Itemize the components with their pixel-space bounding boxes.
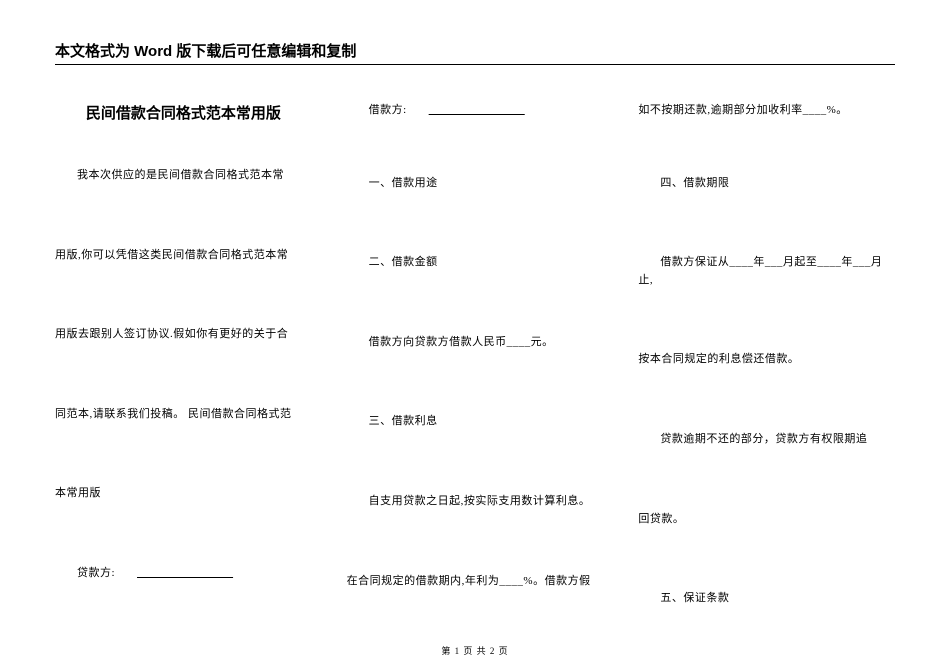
column-3: 如不按期还款,逾期部分加收利率____%。 四、借款期限 借款方保证从____年… — [638, 100, 895, 670]
lender-blank: ________________ — [115, 565, 233, 583]
paragraph: 自支用贷款之日起,按实际支用数计算利息。 — [347, 493, 604, 511]
paragraph: 按本合同规定的利息偿还借款。 — [638, 351, 895, 369]
document-content: 民间借款合同格式范本常用版 我本次供应的是民间借款合同格式范本常 用版,你可以凭… — [55, 100, 895, 670]
section-3-heading: 三、借款利息 — [347, 413, 604, 431]
lender-label: 贷款方: — [77, 567, 115, 579]
section-5-heading: 五、保证条款 — [638, 590, 895, 608]
paragraph: 本常用版 — [55, 485, 312, 503]
section-1-heading: 一、借款用途 — [347, 175, 604, 193]
document-header: 本文格式为 Word 版下载后可任意编辑和复制 — [55, 40, 895, 65]
paragraph: 同范本,请联系我们投稿。 民间借款合同格式范 — [55, 406, 312, 424]
borrower-label: 借款方: — [369, 104, 407, 116]
lender-field: 贷款方:________________ — [55, 565, 312, 583]
column-2: 借款方:________________ 一、借款用途 二、借款金额 借款方向贷… — [347, 100, 604, 670]
paragraph: 贷款逾期不还的部分，贷款方有权限期追 — [638, 431, 895, 449]
page-footer: 第 1 页 共 2 页 — [0, 644, 950, 657]
section-4-heading: 四、借款期限 — [638, 175, 895, 193]
borrower-field: 借款方:________________ — [347, 102, 604, 120]
paragraph: 我本次供应的是民间借款合同格式范本常 — [55, 167, 312, 185]
paragraph: 如不按期还款,逾期部分加收利率____%。 — [638, 102, 895, 120]
document-title: 民间借款合同格式范本常用版 — [55, 102, 312, 123]
paragraph: 用版去跟别人签订协议.假如你有更好的关于合 — [55, 326, 312, 344]
section-2-heading: 二、借款金额 — [347, 254, 604, 272]
paragraph: 借款方向贷款方借款人民币____元。 — [347, 334, 604, 352]
column-1: 民间借款合同格式范本常用版 我本次供应的是民间借款合同格式范本常 用版,你可以凭… — [55, 100, 312, 670]
paragraph: 在合同规定的借款期内,年利为____%。借款方假 — [347, 573, 604, 591]
paragraph: 回贷款。 — [638, 511, 895, 529]
paragraph: 借款方保证从____年___月起至____年___月止, — [638, 254, 895, 289]
paragraph: 用版,你可以凭借这类民间借款合同格式范本常 — [55, 247, 312, 265]
borrower-blank: ________________ — [407, 102, 525, 120]
